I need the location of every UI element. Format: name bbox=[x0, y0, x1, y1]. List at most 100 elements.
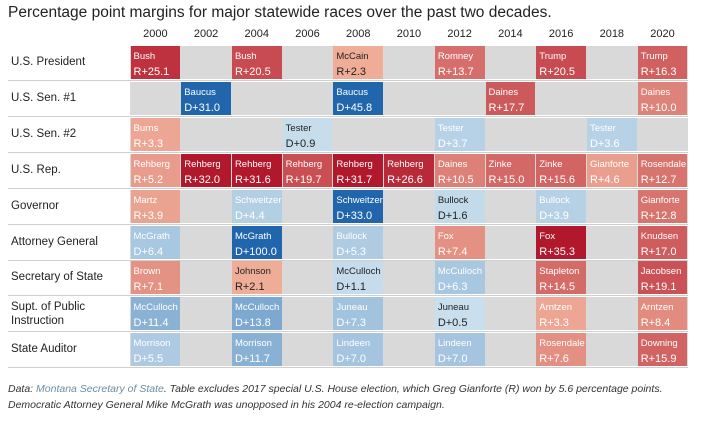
race-cell[interactable]: Rehberg R+32.0 bbox=[181, 153, 231, 187]
candidate-name: Rehberg bbox=[336, 158, 373, 170]
candidate-name: Tester bbox=[285, 122, 312, 134]
race-cell[interactable]: Fox R+7.4 bbox=[434, 225, 485, 259]
year-header: 2000 bbox=[143, 28, 168, 40]
margin-value: R+35.3 bbox=[539, 245, 576, 258]
candidate-name: Juneau bbox=[336, 302, 368, 314]
race-cell[interactable]: Daines R+10.5 bbox=[434, 153, 485, 187]
race-cell[interactable]: McGrath D+100.0 bbox=[231, 225, 282, 259]
margin-value: R+19.7 bbox=[285, 173, 322, 186]
race-cell[interactable]: Trump R+16.3 bbox=[637, 46, 688, 79]
race-cell[interactable]: Johnson R+2.1 bbox=[231, 261, 282, 295]
race-cell[interactable]: Schweitzer D+4.4 bbox=[231, 189, 282, 223]
row-divider bbox=[8, 151, 688, 153]
year-header: 2008 bbox=[345, 28, 371, 40]
margin-value: R+16.3 bbox=[640, 66, 677, 78]
race-cell[interactable]: Brown R+7.1 bbox=[130, 261, 181, 295]
candidate-name: Zinke bbox=[488, 158, 512, 170]
candidate-name: Knudsen bbox=[640, 230, 679, 242]
margin-value: R+15.9 bbox=[640, 353, 677, 366]
race-cell[interactable]: Schweitzer D+33.0 bbox=[333, 189, 384, 223]
race-cell[interactable]: Fox R+35.3 bbox=[536, 225, 586, 259]
margin-value: D+11.7 bbox=[234, 353, 270, 366]
race-cell[interactable]: Tester D+3.7 bbox=[434, 117, 485, 151]
race-cell[interactable]: Tester D+0.9 bbox=[282, 117, 333, 151]
race-cell[interactable]: Zinke R+15.6 bbox=[536, 153, 586, 187]
race-cell[interactable]: Rehberg R+5.2 bbox=[130, 153, 181, 187]
race-cell[interactable]: Lindeen D+7.0 bbox=[333, 333, 384, 367]
row-background bbox=[130, 225, 688, 259]
chart-title: Percentage point margins for major state… bbox=[8, 4, 552, 21]
candidate-name: Stapleton bbox=[539, 266, 580, 278]
row-label: U.S. Sen. #1 bbox=[11, 91, 77, 104]
race-cell[interactable]: Knudsen R+17.0 bbox=[637, 225, 688, 259]
race-cell[interactable]: Juneau D+7.3 bbox=[333, 297, 384, 331]
race-cell[interactable]: Martz R+3.9 bbox=[130, 189, 181, 223]
margin-value: D+45.8 bbox=[336, 101, 373, 114]
candidate-name: Daines bbox=[640, 86, 671, 98]
race-cell[interactable]: Daines R+17.7 bbox=[485, 81, 536, 115]
race-cell[interactable]: Arntzen R+3.3 bbox=[536, 297, 586, 331]
race-cell[interactable]: Stapleton R+14.5 bbox=[536, 261, 586, 295]
candidate-name: Baucus bbox=[184, 86, 216, 98]
race-cell[interactable]: Rehberg R+19.7 bbox=[282, 153, 333, 187]
row-background bbox=[130, 189, 688, 223]
race-cell[interactable]: McCulloch D+1.1 bbox=[333, 261, 384, 295]
race-cell[interactable]: Jacobsen R+19.1 bbox=[637, 261, 688, 295]
race-cell[interactable]: Baucus D+31.0 bbox=[181, 81, 231, 115]
race-cell[interactable]: Burns R+3.3 bbox=[130, 117, 181, 151]
row-background bbox=[130, 46, 688, 79]
race-cell[interactable]: McGrath D+6.4 bbox=[130, 225, 181, 259]
candidate-name: Burns bbox=[133, 122, 159, 134]
row-background bbox=[130, 333, 688, 367]
race-cell[interactable]: Rehberg R+26.6 bbox=[384, 153, 434, 187]
margin-value: D+31.0 bbox=[184, 101, 220, 114]
race-cell[interactable]: Daines R+10.0 bbox=[637, 81, 688, 115]
race-cell[interactable]: Bullock D+3.9 bbox=[536, 189, 586, 223]
row-label: U.S. Rep. bbox=[11, 163, 61, 176]
margin-value: D+3.6 bbox=[589, 137, 620, 150]
race-cell[interactable]: Rosendale R+12.7 bbox=[637, 153, 688, 187]
margin-value: D+33.0 bbox=[336, 209, 373, 222]
race-cell[interactable]: McCulloch D+13.8 bbox=[231, 297, 282, 331]
race-cell[interactable]: Trump R+20.5 bbox=[536, 46, 586, 79]
race-cell[interactable]: Morrison D+5.5 bbox=[130, 333, 181, 367]
margin-value: D+7.3 bbox=[336, 317, 367, 330]
race-cell[interactable]: Juneau D+0.5 bbox=[434, 297, 485, 331]
year-header: 2004 bbox=[244, 28, 270, 40]
margin-value: R+8.4 bbox=[640, 317, 671, 330]
race-cell[interactable]: Downing R+15.9 bbox=[637, 333, 688, 367]
race-cell[interactable]: Bullock D+1.6 bbox=[434, 189, 485, 223]
race-cell[interactable]: Zinke R+15.0 bbox=[485, 153, 536, 187]
race-cell[interactable]: Romney R+13.7 bbox=[434, 46, 485, 79]
race-cell[interactable]: Rehberg R+31.6 bbox=[231, 153, 282, 187]
candidate-name: McCulloch bbox=[133, 302, 178, 314]
candidate-name: Rehberg bbox=[285, 158, 323, 170]
race-cell[interactable]: Tester D+3.6 bbox=[586, 117, 637, 151]
race-cell[interactable]: Morrison D+11.7 bbox=[231, 333, 282, 367]
candidate-name: Tester bbox=[589, 122, 616, 134]
margin-value: R+4.6 bbox=[589, 173, 620, 186]
source-link[interactable]: Montana Secretary of State bbox=[36, 383, 164, 395]
candidate-name: McCain bbox=[336, 51, 369, 62]
race-cell[interactable]: Rosendale R+7.6 bbox=[536, 333, 586, 367]
candidate-name: Bush bbox=[133, 51, 156, 62]
margin-value: D+6.4 bbox=[133, 245, 164, 258]
race-cell[interactable]: McCulloch D+6.3 bbox=[434, 261, 485, 295]
candidate-name: Fox bbox=[437, 230, 454, 242]
race-cell[interactable]: Bush R+25.1 bbox=[130, 46, 181, 79]
race-cell[interactable]: Gianforte R+12.8 bbox=[637, 189, 688, 223]
margin-value: R+7.1 bbox=[133, 281, 164, 294]
race-cell[interactable]: McCulloch D+11.4 bbox=[130, 297, 181, 331]
race-cell[interactable]: Lindeen D+7.0 bbox=[434, 333, 485, 367]
race-cell[interactable]: Rehberg R+31.7 bbox=[333, 153, 384, 187]
margin-value: R+31.6 bbox=[234, 173, 271, 186]
race-cell[interactable]: Bush R+20.5 bbox=[231, 46, 282, 79]
race-cell[interactable]: McCain R+2.3 bbox=[333, 46, 384, 79]
race-cell[interactable]: Gianforte R+4.6 bbox=[586, 153, 637, 187]
race-cell[interactable]: Arntzen R+8.4 bbox=[637, 297, 688, 331]
row-label: U.S. President bbox=[11, 56, 86, 68]
candidate-name: Fox bbox=[539, 230, 556, 242]
candidate-name: Gianforte bbox=[640, 194, 680, 206]
race-cell[interactable]: Bullock D+5.3 bbox=[333, 225, 384, 259]
race-cell[interactable]: Baucus D+45.8 bbox=[333, 81, 384, 115]
